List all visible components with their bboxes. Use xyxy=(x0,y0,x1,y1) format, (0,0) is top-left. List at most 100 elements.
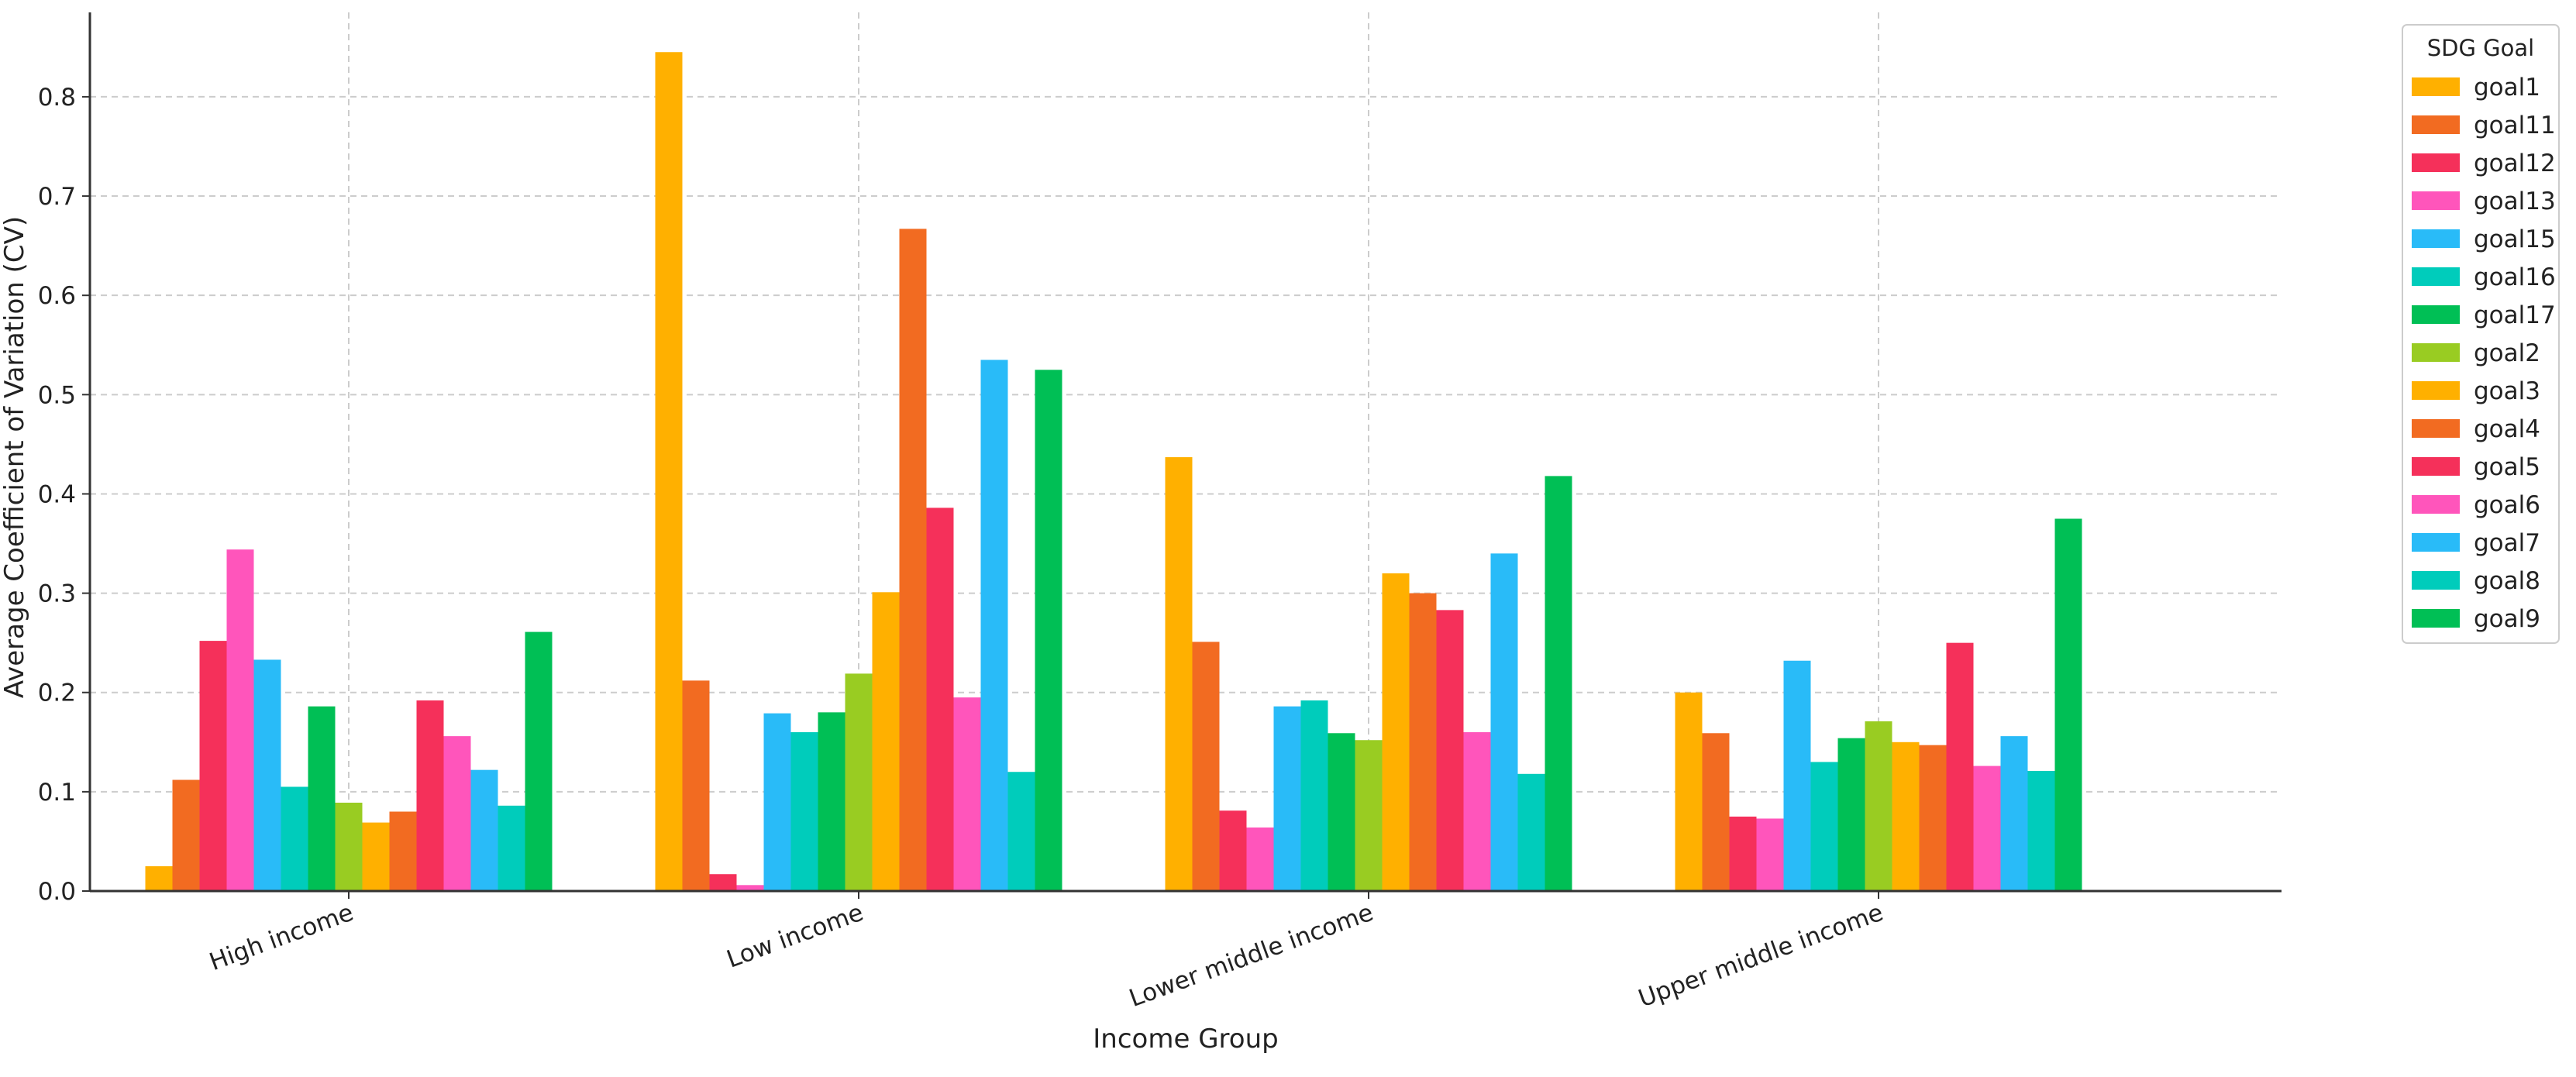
legend-swatch-goal12 xyxy=(2412,153,2460,172)
bar-goal12-low-income xyxy=(709,874,737,891)
legend-label-goal1: goal1 xyxy=(2474,74,2540,102)
bar-goal16-low-income xyxy=(790,731,818,891)
bar-goal15-high-income xyxy=(253,659,281,891)
bar-goal1-high-income xyxy=(145,865,173,891)
bar-goal9-low-income xyxy=(1035,370,1062,891)
bar-goal7-low-income xyxy=(980,360,1008,891)
legend: SDG Goal goal1goal11goal12goal13goal15go… xyxy=(2402,24,2560,644)
bar-goal9-high-income xyxy=(525,631,553,891)
legend-swatch-goal15 xyxy=(2412,229,2460,248)
legend-swatch-goal11 xyxy=(2412,115,2460,134)
legend-label-goal15: goal15 xyxy=(2474,225,2556,253)
bar-goal7-upper-middle-income xyxy=(2000,736,2028,891)
legend-swatch-goal2 xyxy=(2412,343,2460,362)
x-tick-label: Low income xyxy=(723,899,867,974)
bar-goal15-low-income xyxy=(763,713,791,891)
x-tick-label: High income xyxy=(206,899,357,976)
axes-layer xyxy=(88,12,2282,893)
legend-label-goal3: goal3 xyxy=(2474,377,2540,405)
bar-goal3-upper-middle-income xyxy=(1892,742,1920,891)
legend-label-goal8: goal8 xyxy=(2474,567,2540,595)
bar-goal2-low-income xyxy=(845,673,873,891)
bar-goal1-lower-middle-income xyxy=(1165,457,1193,891)
y-tick-label: 0.4 xyxy=(38,480,76,508)
bar-goal4-low-income xyxy=(899,229,927,892)
bar-goal9-upper-middle-income xyxy=(2054,518,2082,891)
bar-goal3-low-income xyxy=(872,592,900,891)
y-tick-label: 0.0 xyxy=(38,878,76,906)
bar-goal5-upper-middle-income xyxy=(1946,642,1974,891)
legend-swatch-goal3 xyxy=(2412,381,2460,400)
bar-goal17-high-income xyxy=(308,706,336,891)
y-tick-label: 0.5 xyxy=(38,381,76,409)
bar-goal3-lower-middle-income xyxy=(1382,573,1410,891)
bar-goal16-high-income xyxy=(281,786,308,891)
legend-frame xyxy=(2402,24,2560,644)
y-tick-label: 0.3 xyxy=(38,580,76,608)
bar-goal6-low-income xyxy=(953,697,981,891)
bar-goal8-low-income xyxy=(1007,772,1035,891)
legend-label-goal4: goal4 xyxy=(2474,415,2540,443)
bar-goal9-lower-middle-income xyxy=(1545,476,1572,891)
bar-goal13-lower-middle-income xyxy=(1246,827,1274,891)
legend-swatch-goal16 xyxy=(2412,267,2460,286)
bar-goal5-high-income xyxy=(416,700,444,891)
legend-label-goal17: goal17 xyxy=(2474,301,2556,329)
legend-title: SDG Goal xyxy=(2427,35,2534,61)
bar-goal17-upper-middle-income xyxy=(1837,738,1865,891)
bar-goal8-lower-middle-income xyxy=(1517,773,1545,891)
legend-label-goal6: goal6 xyxy=(2474,491,2540,519)
bar-goal17-lower-middle-income xyxy=(1328,733,1355,891)
legend-swatch-goal5 xyxy=(2412,457,2460,476)
bar-goal8-upper-middle-income xyxy=(2027,770,2055,891)
bar-goal11-low-income xyxy=(682,680,710,891)
bar-goal1-low-income xyxy=(655,52,683,891)
bar-goal2-upper-middle-income xyxy=(1865,721,1892,891)
bar-goal2-lower-middle-income xyxy=(1355,740,1383,891)
bar-goal16-lower-middle-income xyxy=(1300,700,1328,891)
bar-goal13-high-income xyxy=(226,549,254,891)
bar-goal15-upper-middle-income xyxy=(1783,660,1811,891)
bar-goal16-upper-middle-income xyxy=(1810,762,1838,891)
legend-swatch-goal17 xyxy=(2412,305,2460,324)
bar-goal7-high-income xyxy=(470,769,498,891)
bar-goal11-lower-middle-income xyxy=(1192,642,1220,891)
bar-goal11-high-income xyxy=(172,779,200,891)
y-tick-label: 0.1 xyxy=(38,779,76,807)
bar-goal8-high-income xyxy=(498,805,525,891)
legend-swatch-goal8 xyxy=(2412,571,2460,590)
bar-goal4-lower-middle-income xyxy=(1409,593,1437,891)
bar-goal6-lower-middle-income xyxy=(1463,731,1491,891)
bar-goal5-lower-middle-income xyxy=(1436,610,1464,891)
legend-label-goal2: goal2 xyxy=(2474,339,2540,367)
legend-label-goal9: goal9 xyxy=(2474,605,2540,633)
legend-swatch-goal4 xyxy=(2412,419,2460,438)
bar-goal12-upper-middle-income xyxy=(1729,816,1757,891)
bar-goal13-low-income xyxy=(736,885,764,891)
bar-goal3-high-income xyxy=(362,822,390,891)
bar-goal2-high-income xyxy=(335,802,363,891)
bar-goal13-upper-middle-income xyxy=(1756,818,1784,891)
bar-goal4-high-income xyxy=(389,811,417,891)
legend-items: goal1 goal11 goal12 goal13 goal15 goal16 goal1… xyxy=(2412,74,2556,633)
bar-goal6-upper-middle-income xyxy=(1973,766,2001,891)
legend-swatch-goal6 xyxy=(2412,495,2460,514)
y-axis-label: Average Coefficient of Variation (CV) xyxy=(0,216,30,698)
bar-goal11-upper-middle-income xyxy=(1702,733,1730,891)
y-tick-label: 0.8 xyxy=(38,84,76,112)
bar-goal15-lower-middle-income xyxy=(1273,706,1301,891)
legend-label-goal16: goal16 xyxy=(2474,263,2556,291)
x-tick-label: Lower middle income xyxy=(1125,899,1376,1013)
legend-swatch-goal1 xyxy=(2412,77,2460,96)
y-tick-label: 0.2 xyxy=(38,680,76,707)
x-tick-label: Upper middle income xyxy=(1635,899,1887,1013)
x-axis-label: Income Group xyxy=(1093,1024,1278,1055)
legend-label-goal7: goal7 xyxy=(2474,529,2540,557)
legend-swatch-goal7 xyxy=(2412,533,2460,552)
bar-goal17-low-income xyxy=(818,712,845,891)
legend-swatch-goal9 xyxy=(2412,609,2460,628)
legend-swatch-goal13 xyxy=(2412,191,2460,210)
legend-label-goal13: goal13 xyxy=(2474,188,2556,215)
